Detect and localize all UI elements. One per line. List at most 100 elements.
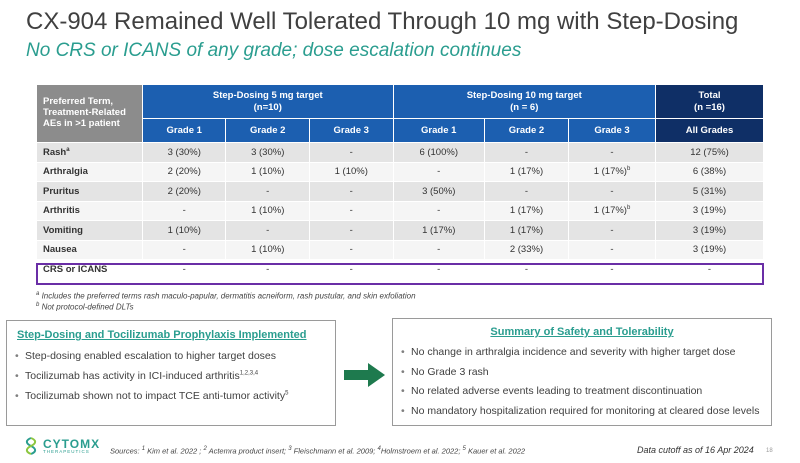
table-cell: - bbox=[568, 220, 656, 241]
cell-value: - bbox=[349, 263, 353, 275]
cytomx-logo: CYTOMX THERAPEUTICS bbox=[22, 437, 100, 455]
footnote-b-marker: b bbox=[36, 302, 40, 308]
bullet-text: Step-dosing enabled escalation to higher… bbox=[25, 350, 277, 362]
cell-value: 2 (33%) bbox=[509, 244, 544, 256]
table-cell: 3 (19%) bbox=[655, 239, 764, 260]
list-item: Step-dosing enabled escalation to higher… bbox=[15, 350, 288, 370]
cell-value: 2 (20%) bbox=[167, 166, 201, 178]
table-cell: 1 (17%) bbox=[392, 220, 485, 241]
grade-header: Grade 2 bbox=[225, 118, 310, 143]
table-cell: - bbox=[308, 220, 394, 241]
row-term-label: CRS or ICANS bbox=[43, 263, 108, 275]
cell-value: - bbox=[524, 263, 529, 275]
cytomx-logo-icon bbox=[25, 437, 37, 455]
grade-header: Grade 3 bbox=[308, 118, 394, 143]
table-cell: - bbox=[392, 259, 485, 280]
cell-value: 1 (10%) bbox=[251, 205, 285, 217]
source-text: Actemra product insert; bbox=[208, 446, 287, 456]
cell-value: - bbox=[610, 263, 614, 275]
cell-value: 1 (17%) bbox=[509, 224, 544, 236]
cell-sup: b bbox=[626, 205, 631, 212]
cell-value: - bbox=[610, 244, 614, 256]
table-cell: - bbox=[568, 259, 656, 280]
cell-value: 3 (30%) bbox=[251, 146, 285, 158]
table-cell: - bbox=[225, 220, 310, 241]
table-cell: - bbox=[225, 259, 310, 280]
cell-value: - bbox=[349, 146, 353, 158]
row-term-label: Vomiting bbox=[43, 224, 83, 236]
source-text: Kim et al. 2022 ; bbox=[147, 446, 202, 456]
table-cell: - bbox=[141, 259, 227, 280]
data-cutoff: Data cutoff as of 16 Apr 2024 bbox=[637, 445, 754, 455]
cell-value: - bbox=[437, 244, 441, 256]
grade-header: Grade 2 bbox=[483, 118, 570, 143]
list-item: No mandatory hospitalization required fo… bbox=[401, 405, 759, 425]
cell-value: 1 (10%) bbox=[167, 224, 201, 236]
slide-title: CX-904 Remained Well Tolerated Through 1… bbox=[26, 8, 739, 35]
table-corner-header: Preferred Term, Treatment-Related AEs in… bbox=[36, 84, 143, 143]
cell-value: 6 (100%) bbox=[419, 146, 458, 158]
cell-value: 3 (19%) bbox=[692, 205, 727, 217]
cell-value: 6 (38%) bbox=[692, 166, 727, 178]
row-term-label: Rash bbox=[43, 146, 67, 158]
row-term: Arthritis bbox=[36, 200, 143, 221]
table-row: Arthralgia 2 (20%) 1 (10%) 1 (10%) -1 (17%) 1… bbox=[36, 161, 764, 182]
cell-value: 3 (19%) bbox=[692, 244, 727, 256]
table-cell: - bbox=[568, 239, 656, 260]
grade-header: Grade 1 bbox=[392, 118, 485, 143]
cell-value: - bbox=[524, 146, 529, 158]
table-cell: 3 (30%) bbox=[141, 142, 227, 163]
footnote-a-text: Includes the preferred terms rash maculo… bbox=[41, 291, 416, 301]
slide-subtitle: No CRS or ICANS of any grade; dose escal… bbox=[26, 40, 522, 61]
row-term-label: Arthritis bbox=[43, 205, 80, 217]
page-number: 18 bbox=[766, 448, 773, 454]
logo-subtitle: THERAPEUTICS bbox=[43, 448, 90, 454]
cell-value: - bbox=[182, 244, 186, 256]
group-header-5mg: Step-Dosing 5 mg target (n=10) bbox=[142, 84, 394, 119]
table-cell: 1 (10%) bbox=[141, 220, 227, 241]
table-cell: 6 (38%) bbox=[655, 161, 764, 182]
cell-value: - bbox=[349, 224, 353, 236]
source-sup: 4 bbox=[377, 446, 381, 452]
row-term: Rasha bbox=[36, 142, 143, 163]
cell-value: 1 (17%) bbox=[422, 224, 456, 236]
table-cell: 1 (17%) bbox=[483, 200, 570, 221]
group-5mg-n: (n=10) bbox=[253, 101, 282, 113]
source-sup: 2 bbox=[203, 446, 207, 452]
group-10mg-label: Step-Dosing 10 mg target bbox=[466, 89, 582, 101]
footnote-a-marker: a bbox=[36, 291, 40, 297]
cell-value: - bbox=[182, 205, 186, 217]
cell-value: - bbox=[349, 185, 353, 197]
grade-header: Grade 3 bbox=[568, 118, 656, 143]
table-cell: - bbox=[392, 200, 485, 221]
table-cell: - bbox=[308, 200, 394, 221]
cell-value: 1 (17%) bbox=[593, 205, 627, 217]
table-cell: 5 (31%) bbox=[655, 181, 764, 202]
footnote-b: b Not protocol-defined DLTs bbox=[36, 302, 134, 312]
table-row: Vomiting 1 (10%) - - 1 (17%) 1 (17%) - 3 (19%) bbox=[36, 220, 764, 241]
table-cell: 1 (10%) bbox=[225, 239, 310, 260]
cell-value: - bbox=[610, 224, 614, 236]
cell-value: - bbox=[349, 244, 353, 256]
cell-value: - bbox=[707, 263, 712, 275]
logo-name: CYTOMX bbox=[43, 436, 101, 451]
list-item: No change in arthralgia incidence and se… bbox=[401, 346, 759, 366]
total-label: Total bbox=[698, 89, 721, 101]
row-term-label: Arthralgia bbox=[43, 166, 88, 178]
cell-value: - bbox=[437, 205, 441, 217]
row-term: Arthralgia bbox=[36, 161, 143, 182]
cell-value: 5 (31%) bbox=[692, 185, 727, 197]
table-row: Arthritis -1 (10%) - -1 (17%) 1 (17%)b 3 (19%… bbox=[36, 200, 764, 221]
source-text: Fleischmann et al. 2009; bbox=[293, 446, 376, 456]
table-cell: - bbox=[225, 181, 310, 202]
table-cell: - bbox=[483, 181, 570, 202]
table-cell: - bbox=[392, 239, 485, 260]
source-sup: 1 bbox=[141, 446, 146, 452]
table-cell: 2 (33%) bbox=[483, 239, 570, 260]
total-header: Total (n =16) bbox=[655, 84, 764, 119]
table-cell: 1 (10%) bbox=[225, 200, 310, 221]
cell-value: 1 (10%) bbox=[334, 166, 368, 178]
total-n: (n =16) bbox=[694, 101, 725, 113]
bullet-text: Tocilizumab has activity in ICI-induced … bbox=[25, 370, 240, 382]
table-cell: - bbox=[308, 142, 394, 163]
